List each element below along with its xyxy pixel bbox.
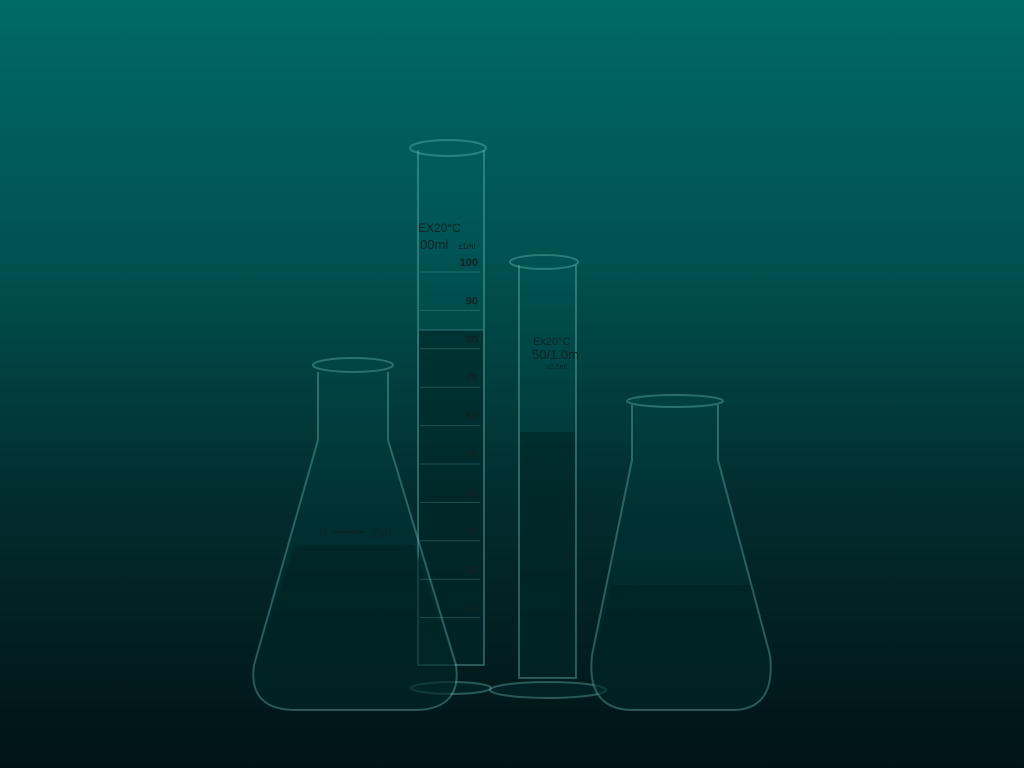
graduation-label: 90	[466, 295, 478, 307]
cylinder-label: Ex20°C	[533, 336, 570, 348]
right-flask	[590, 394, 772, 711]
graduation-label: 80	[466, 334, 478, 346]
flask-marking: 250	[371, 526, 391, 540]
short-cylinder: Ex20°C 50/1.0m ±0.5ml	[489, 254, 607, 699]
graduation-label: 70	[466, 372, 478, 384]
cylinder-tolerance: ±1ml	[458, 242, 476, 251]
cylinder-tolerance: ±0.5ml	[546, 364, 567, 371]
flask-marking: 0	[320, 526, 327, 540]
left-flask: 0 250	[252, 357, 458, 711]
graduation-label: 30	[466, 526, 478, 538]
cylinder-capacity: 00ml	[420, 237, 448, 252]
graduation-label: 50	[466, 449, 478, 461]
cylinder-label: EX20°C	[418, 221, 461, 235]
cylinder-capacity: 50/1.0m	[532, 347, 579, 362]
graduation-label: 10	[466, 603, 478, 615]
graduation-label: 100	[460, 257, 478, 269]
graduation-label: 20	[466, 564, 478, 576]
graduation-label: 40	[466, 487, 478, 499]
graduation-label: 60	[466, 411, 478, 423]
graduations: 100 90 80 70 60 50 40 30 20 10	[420, 257, 480, 619]
